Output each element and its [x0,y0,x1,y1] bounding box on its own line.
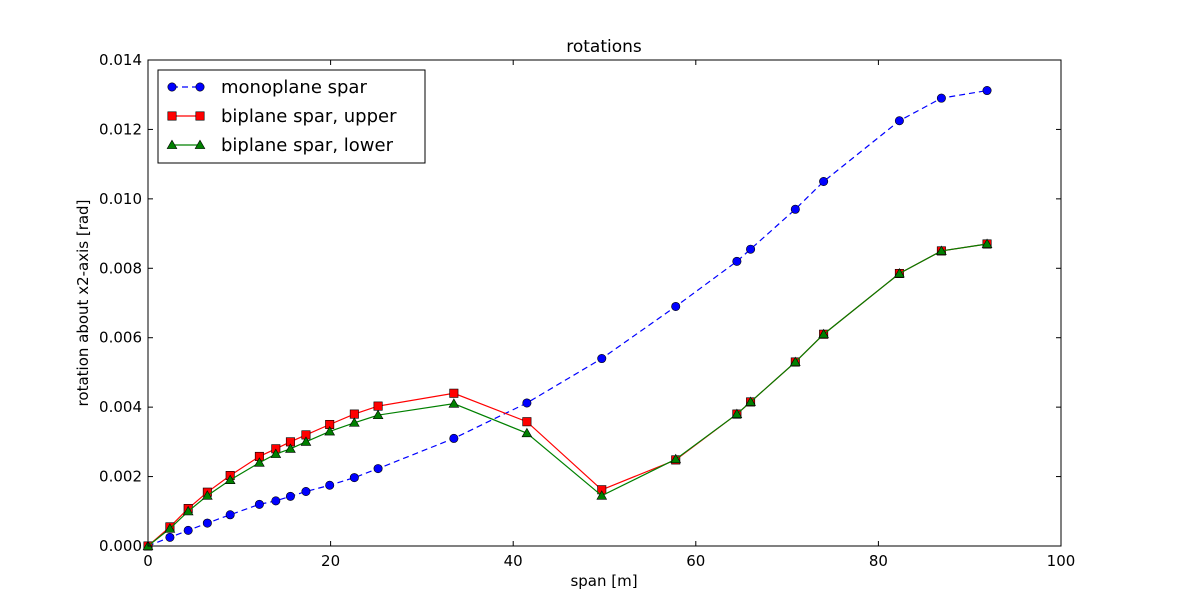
data-point [348,417,360,427]
data-point [522,417,532,427]
data-point [731,408,743,419]
data-point [448,398,460,408]
data-point [254,499,264,509]
x-tick-label: 40 [504,552,523,570]
data-point [732,256,742,266]
data-point [202,518,212,528]
data-point [164,523,176,533]
legend-marker [194,139,206,149]
y-axis-label: rotation about x2-axis [rad] [74,200,92,407]
data-point [270,448,282,458]
data-point [225,510,235,520]
data-point [746,244,756,254]
data-point [254,457,265,467]
data-point [224,474,236,484]
data-point [165,532,175,542]
data-point [271,496,281,506]
data-point [894,116,904,126]
data-point [325,480,335,490]
legend-marker [167,82,177,92]
data-point [324,426,336,436]
data-point [745,396,756,406]
ticks-layer: 0 20 40 60 80 100 0.000 0.002 0.004 0.006 0.008 0.0… [99,51,1075,570]
legend-label: biplane spar, upper [221,106,397,127]
data-point [981,238,993,248]
data-point [671,301,681,311]
series-layer [142,86,993,551]
data-point [300,436,312,446]
data-point [521,427,533,438]
x-axis-label: span [m] [570,572,637,590]
y-tick-label: 0.000 [99,537,142,555]
data-point [982,86,992,96]
data-point [285,491,295,501]
legend-entry: monoplane spar [167,77,367,98]
legend: monoplane spar biplane spar, upper biplane… [157,69,426,164]
data-point [349,473,359,483]
data-point [789,356,801,366]
data-point [818,328,829,339]
x-tick-label: 60 [686,552,705,570]
data-point [182,505,194,516]
data-point [790,204,800,214]
y-tick-label: 0.014 [99,51,142,69]
legend-label: biplane spar, lower [221,135,394,156]
legend-label: monoplane spar [221,77,367,98]
data-point [596,490,608,500]
data-point [597,354,607,364]
data-point [936,245,947,255]
data-point [819,177,829,187]
x-tick-label: 0 [143,552,153,570]
x-tick-label: 20 [321,552,340,570]
data-point [372,409,384,420]
data-point [936,93,946,103]
chart-title: rotations [566,37,642,57]
y-tick-label: 0.012 [99,120,142,138]
data-point [285,443,296,453]
legend-entry: biplane spar, lower [166,135,394,156]
data-point [373,464,383,474]
legend-marker [195,82,205,92]
legend-entry: biplane spar, upper [167,106,397,127]
data-point [670,453,682,464]
data-point [183,525,193,535]
data-point [373,401,383,411]
y-tick-label: 0.002 [99,468,142,486]
data-point [522,398,532,408]
y-tick-label: 0.006 [99,329,142,347]
y-tick-label: 0.004 [99,398,142,416]
plot-frame [147,59,1062,547]
y-tick-label: 0.008 [99,259,142,277]
y-tick-label: 0.010 [99,190,142,208]
legend-marker [195,111,205,121]
x-tick-label: 80 [869,552,888,570]
legend-marker [166,139,178,149]
data-point [201,490,213,500]
x-tick-label: 100 [1047,552,1076,570]
data-point [301,486,311,496]
series-2 [142,238,993,550]
data-point [349,409,359,419]
data-point [449,388,459,398]
legend-marker [167,111,177,121]
data-point [894,268,905,278]
data-point [449,433,459,443]
